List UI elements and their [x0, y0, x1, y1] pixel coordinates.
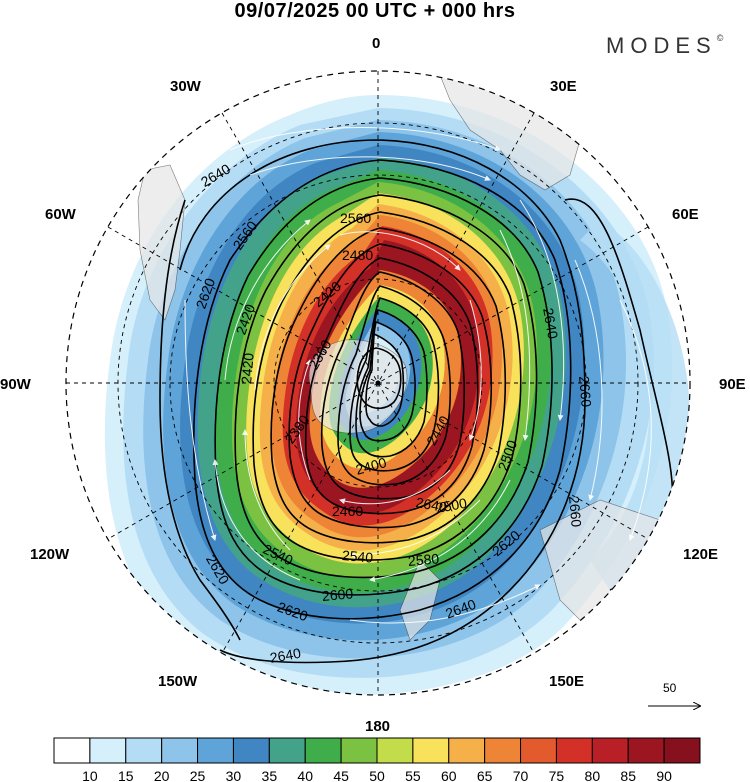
streamline-7 — [212, 459, 301, 581]
colorbar-swatch — [663, 737, 701, 764]
contour-2600 — [214, 177, 553, 596]
height-contours — [159, 139, 674, 664]
contour-2420 — [355, 309, 428, 458]
streamline-17 — [619, 299, 652, 541]
colorbar-tick-label: 30 — [226, 768, 242, 782]
contour-2500 — [304, 257, 479, 515]
colorbar-tick-label: 70 — [513, 768, 529, 782]
colorbar-swatch — [520, 737, 557, 764]
reference-vector-label: 50 — [663, 681, 677, 695]
colorbar-swatch — [484, 737, 522, 764]
colorbar-tick-label: 80 — [585, 768, 601, 782]
colorbar-tick-label: 35 — [262, 768, 278, 782]
lon-label-30e: 30E — [550, 78, 577, 95]
colorbar-swatch — [232, 737, 270, 764]
contour-2520 — [288, 243, 493, 529]
band-east-15 — [580, 220, 690, 590]
colorbar-tick-label: 20 — [154, 768, 170, 782]
contour-2640-west — [159, 199, 241, 641]
contour-2400 — [359, 320, 416, 442]
colorbar-tick-label: 50 — [369, 768, 385, 782]
contour-label: 2560 — [340, 210, 372, 226]
contour-2460 — [337, 285, 452, 486]
colorbar-tick-label: 65 — [477, 768, 493, 782]
pole-marker — [375, 380, 381, 386]
lon-label-30w: 30W — [170, 78, 201, 95]
lon-label-150e: 150E — [549, 673, 585, 690]
colorbar-tick-label: 25 — [190, 768, 206, 782]
colorbar-tick-label: 60 — [441, 768, 457, 782]
streamline-13 — [339, 469, 451, 505]
colorbar-swatch — [161, 737, 199, 764]
map-title: 09/07/2025 00 UTC + 000 hrs — [234, 0, 516, 22]
colorbar-tick-label: 40 — [297, 768, 313, 782]
streamline-1 — [229, 127, 501, 152]
streamline-12 — [468, 299, 482, 441]
streamline-5 — [369, 479, 511, 583]
colorbar-tick-label: 45 — [333, 768, 349, 782]
contour-2620 — [193, 159, 572, 620]
lon-label-60w: 60W — [45, 206, 76, 223]
streamline-4 — [499, 229, 531, 441]
colorbar-swatch — [591, 737, 629, 764]
colorbar-tick-label: 85 — [620, 768, 636, 782]
contour-label: 2480 — [342, 247, 374, 263]
wind-streamlines — [184, 127, 652, 624]
streamline-2 — [249, 156, 491, 181]
brand-name: MODES — [606, 33, 717, 58]
lon-label-180: 180 — [365, 718, 391, 735]
streamline-18 — [349, 584, 541, 624]
streamline-14 — [298, 359, 312, 481]
colorbar-tick-label: 10 — [82, 768, 98, 782]
contour-2480 — [320, 271, 466, 500]
colorbar-swatch — [125, 737, 163, 764]
contour-2580 — [234, 194, 538, 579]
lon-label-150w: 150W — [158, 673, 198, 690]
streamline-16 — [574, 259, 603, 501]
colorbar-swatch — [304, 737, 342, 764]
lon-label-0: 0 — [372, 35, 381, 52]
contour-2560 — [252, 211, 522, 561]
map-boundary — [65, 70, 691, 696]
streamline-8 — [242, 429, 291, 551]
colorbar-swatch — [627, 737, 665, 764]
colorbar-swatch — [376, 737, 414, 764]
streamline-6 — [349, 499, 481, 558]
colorbar-swatch — [53, 737, 91, 764]
colorbar-swatch — [555, 737, 593, 764]
colorbar-swatch — [268, 737, 306, 764]
streamline-3 — [519, 199, 565, 421]
colorbar-swatch — [89, 737, 127, 764]
colorbar-tick-label: 15 — [118, 768, 134, 782]
streamline-9 — [224, 219, 311, 381]
streamline-15 — [184, 299, 217, 541]
copyright-mark: © — [716, 33, 724, 43]
lon-label-90e: 90E — [719, 376, 746, 393]
streamline-10 — [254, 244, 331, 391]
lon-label-60e: 60E — [672, 206, 699, 223]
colorbar-swatch — [340, 737, 378, 764]
contour-label: 2460 — [332, 503, 364, 519]
lon-label-120w: 120W — [30, 546, 70, 563]
land-south-america — [137, 164, 186, 321]
contour-2640-outer — [179, 139, 586, 664]
contour-2540 — [270, 227, 507, 544]
contour-2440 — [349, 297, 440, 472]
lon-label-90w: 90W — [0, 376, 31, 393]
streamline-11 — [339, 231, 461, 271]
contour-2360 — [356, 347, 402, 410]
brand-logo: MODES© — [606, 33, 723, 59]
contour-2380 — [365, 332, 405, 427]
colorbar-swatch — [448, 737, 486, 764]
land-nz — [399, 559, 441, 641]
colorbar-swatch — [412, 737, 450, 764]
lon-label-120e: 120E — [683, 546, 719, 563]
colorbar-swatch — [197, 737, 234, 764]
colorbar-tick-label: 55 — [405, 768, 421, 782]
colorbar-tick-label: 90 — [656, 768, 672, 782]
colorbar-tick-label: 75 — [549, 768, 565, 782]
